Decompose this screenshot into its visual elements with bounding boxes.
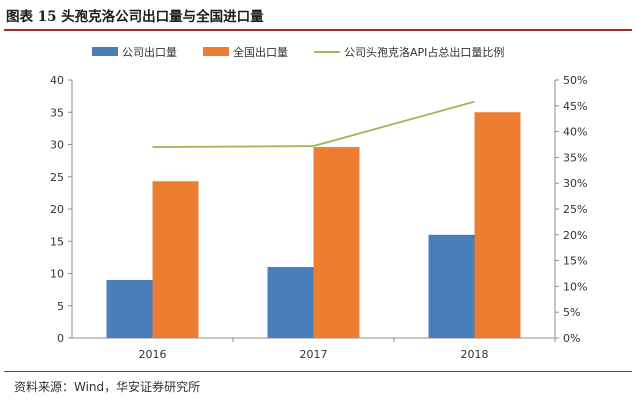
y-left-tick-label: 0 xyxy=(57,332,64,345)
bar-national-export xyxy=(313,147,360,338)
y-left-tick-label: 10 xyxy=(50,268,64,281)
source-note: 资料来源：Wind，华安证券研究所 xyxy=(14,380,201,394)
legend-label-1: 全国出口量 xyxy=(233,45,288,59)
y-right-tick-label: 5% xyxy=(563,306,580,319)
y-left-tick-label: 15 xyxy=(50,235,64,248)
footer-divider xyxy=(4,371,632,372)
y-right-tick-label: 50% xyxy=(563,74,587,87)
y-left-tick-label: 35 xyxy=(50,106,64,119)
title-divider xyxy=(4,29,632,31)
line-company-export-share xyxy=(152,100,475,148)
y-left-tick-label: 20 xyxy=(50,203,64,216)
y-right-tick-label: 35% xyxy=(563,151,587,164)
bar-national-export xyxy=(474,112,521,338)
y-left-tick-label: 25 xyxy=(50,171,64,184)
y-right-tick-label: 0% xyxy=(563,332,580,345)
y-right-tick-label: 30% xyxy=(563,177,587,190)
y-right-tick-label: 45% xyxy=(563,100,587,113)
legend-swatch-0 xyxy=(92,47,118,56)
bar-company-export xyxy=(267,267,314,338)
chart-title: 图表 15 头孢克洛公司出口量与全国进口量 xyxy=(6,9,264,25)
legend-label-2: 公司头孢克洛API占总出口量比例 xyxy=(344,45,504,59)
y-left-tick-label: 30 xyxy=(50,139,64,152)
x-tick-label: 2016 xyxy=(139,348,167,361)
x-tick-label: 2018 xyxy=(461,348,489,361)
y-right-tick-label: 25% xyxy=(563,203,587,216)
y-right-tick-label: 20% xyxy=(563,229,587,242)
y-right-tick-label: 40% xyxy=(563,126,587,139)
y-right-tick-label: 10% xyxy=(563,280,587,293)
x-tick-label: 2017 xyxy=(300,348,328,361)
bar-company-export xyxy=(106,279,153,338)
bar-company-export xyxy=(428,234,475,338)
y-left-tick-label: 40 xyxy=(50,74,64,87)
legend-swatch-1 xyxy=(203,47,229,56)
y-left-tick-label: 5 xyxy=(57,300,64,313)
y-right-tick-label: 15% xyxy=(563,255,587,268)
bar-national-export xyxy=(152,181,199,338)
legend-label-0: 公司出口量 xyxy=(122,45,177,59)
